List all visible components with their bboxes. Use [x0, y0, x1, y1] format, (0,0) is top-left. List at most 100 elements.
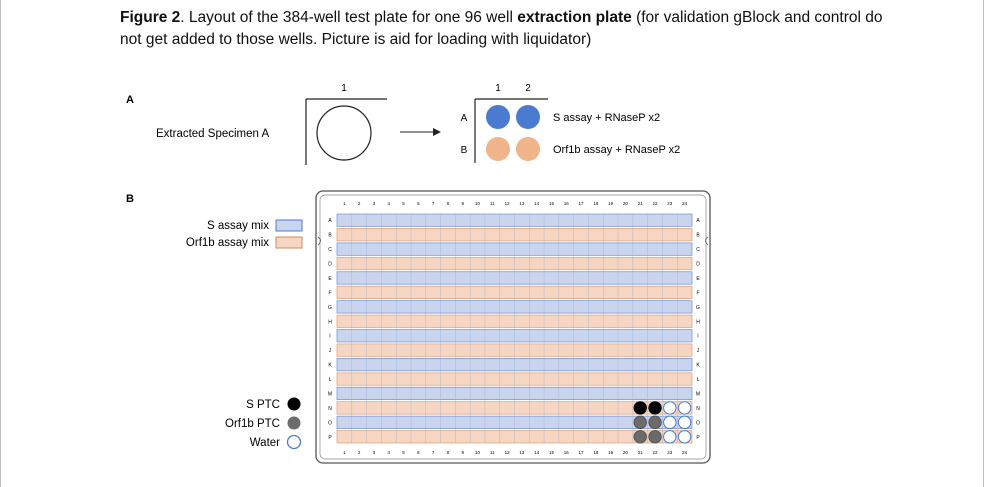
legend-orf-ptc-label: Orf1b PTC — [225, 418, 280, 430]
row-label-right-I: I — [697, 334, 698, 340]
col-label-top-10: 10 — [475, 201, 481, 206]
col-label-top-5: 5 — [402, 201, 405, 206]
legend-water-dot — [286, 434, 302, 450]
row-label-right-P: P — [696, 435, 700, 441]
legend-s-ptc-label: S PTC — [246, 399, 280, 411]
col-label-top-11: 11 — [490, 201, 495, 206]
test-well-b1 — [486, 137, 510, 161]
page-frame-left — [0, 0, 1, 487]
col-label-bottom-3: 3 — [373, 450, 376, 455]
row-label-right-A: A — [696, 218, 700, 224]
control-well-orf-ptc-O22 — [648, 415, 662, 430]
row-label-left-C: C — [328, 247, 332, 253]
test-well-a1 — [486, 105, 510, 129]
col-label-top-3: 3 — [373, 201, 376, 206]
col-label-top-24: 24 — [682, 201, 688, 206]
plate-row-labels-left: A B C D E F G H I J K L M N O P — [328, 218, 332, 441]
plate-col-labels-bottom: 1 2 3 4 5 6 7 8 9 10 11 12 13 14 15 16 17 18 19 20 21 22 23 24 — [343, 450, 687, 455]
col-label-top-1: 1 — [343, 201, 346, 206]
row-label-right-H: H — [696, 319, 700, 325]
row-label-right-O: O — [696, 420, 700, 426]
col-label-bottom-11: 11 — [490, 450, 495, 455]
panel-a: A Extracted Specimen A 1 1 2 A B S assay… — [126, 83, 680, 165]
col-label-top-18: 18 — [593, 201, 599, 206]
control-well-orf-ptc-P22 — [648, 430, 662, 444]
col-label-top-9: 9 — [461, 201, 464, 206]
row-label-left-H: H — [328, 319, 332, 325]
row-label-left-K: K — [328, 363, 332, 369]
row-label-right-F: F — [696, 290, 699, 296]
col-label-top-23: 23 — [667, 201, 673, 206]
control-well-water-P23 — [663, 430, 677, 444]
col-label-bottom-5: 5 — [402, 450, 405, 455]
panel-a-label: A — [126, 94, 134, 106]
col-label-bottom-15: 15 — [549, 450, 555, 455]
row-label-left-P: P — [328, 435, 332, 441]
specimen-label: Extracted Specimen A — [156, 128, 269, 140]
col-label-bottom-18: 18 — [593, 450, 599, 455]
legend-orf-mix-swatch — [275, 236, 303, 249]
control-well-water-P24 — [677, 430, 692, 444]
col-label-top-20: 20 — [623, 201, 629, 206]
row-label-right-N: N — [696, 406, 700, 412]
col-label-bottom-7: 7 — [432, 450, 435, 455]
plate-col-labels-top: 1 2 3 4 5 6 7 8 9 10 11 12 13 14 15 16 17 18 19 20 21 22 23 24 — [343, 201, 687, 206]
col-label-bottom-1: 1 — [343, 450, 346, 455]
panel-b: B S assay mix Orf1b assay mix S PTC Orf1… — [126, 190, 711, 464]
test-column-header-1: 1 — [495, 83, 501, 94]
legend-water-label: Water — [250, 437, 280, 449]
test-well-b2 — [516, 137, 540, 161]
plate-notch-right — [705, 236, 709, 246]
plate-rows — [336, 213, 693, 444]
test-column-header-2: 2 — [525, 83, 531, 94]
row-label-left-G: G — [328, 305, 332, 311]
control-well-orf-ptc-P21 — [633, 430, 647, 444]
legend-s-ptc-dot — [287, 397, 301, 411]
caption-bold-phrase: extraction plate — [517, 9, 632, 26]
page-frame-right — [983, 0, 984, 487]
control-well-water-N23 — [663, 401, 677, 415]
col-label-bottom-16: 16 — [564, 450, 570, 455]
col-label-top-15: 15 — [549, 201, 555, 206]
row-label-left-I: I — [329, 334, 330, 340]
control-well-s-ptc-N22 — [648, 401, 662, 415]
col-label-top-6: 6 — [417, 201, 420, 206]
col-label-bottom-20: 20 — [623, 450, 629, 455]
col-label-bottom-4: 4 — [388, 450, 391, 455]
legend-orf-mix-label: Orf1b assay mix — [186, 237, 269, 249]
col-label-top-7: 7 — [432, 201, 435, 206]
caption-text-1: . Layout of the 384-well test plate for … — [180, 9, 518, 26]
row-label-left-J: J — [329, 348, 332, 354]
legend-orf-ptc-dot — [287, 416, 301, 430]
row-label-left-M: M — [328, 391, 332, 397]
col-label-bottom-19: 19 — [608, 450, 614, 455]
legend-s-mix-label: S assay mix — [207, 220, 269, 232]
control-well-s-ptc-N21 — [633, 401, 647, 415]
extraction-well — [316, 105, 372, 161]
row-label-left-A: A — [328, 218, 332, 224]
row-label-right-J: J — [697, 348, 700, 354]
col-label-bottom-14: 14 — [534, 450, 540, 455]
row-label-right-M: M — [696, 391, 700, 397]
col-label-bottom-2: 2 — [358, 450, 361, 455]
col-label-bottom-6: 6 — [417, 450, 420, 455]
control-well-water-N24 — [677, 401, 692, 415]
col-label-top-19: 19 — [608, 201, 614, 206]
row-label-right-L: L — [697, 377, 700, 383]
row-label-left-E: E — [328, 276, 332, 282]
col-label-bottom-8: 8 — [447, 450, 450, 455]
caption-text-2: (for validation gBlock and control do no… — [120, 9, 883, 48]
plate-controls — [633, 401, 692, 444]
row-label-left-N: N — [328, 406, 332, 412]
col-label-bottom-13: 13 — [519, 450, 525, 455]
col-label-top-21: 21 — [638, 201, 644, 206]
col-label-top-12: 12 — [505, 201, 511, 206]
test-well-a2 — [516, 105, 540, 129]
col-label-bottom-10: 10 — [475, 450, 481, 455]
col-label-bottom-23: 23 — [667, 450, 673, 455]
row-label-right-B: B — [696, 233, 700, 239]
col-label-top-17: 17 — [579, 201, 585, 206]
panel-b-label: B — [126, 193, 134, 205]
col-label-bottom-21: 21 — [638, 450, 644, 455]
